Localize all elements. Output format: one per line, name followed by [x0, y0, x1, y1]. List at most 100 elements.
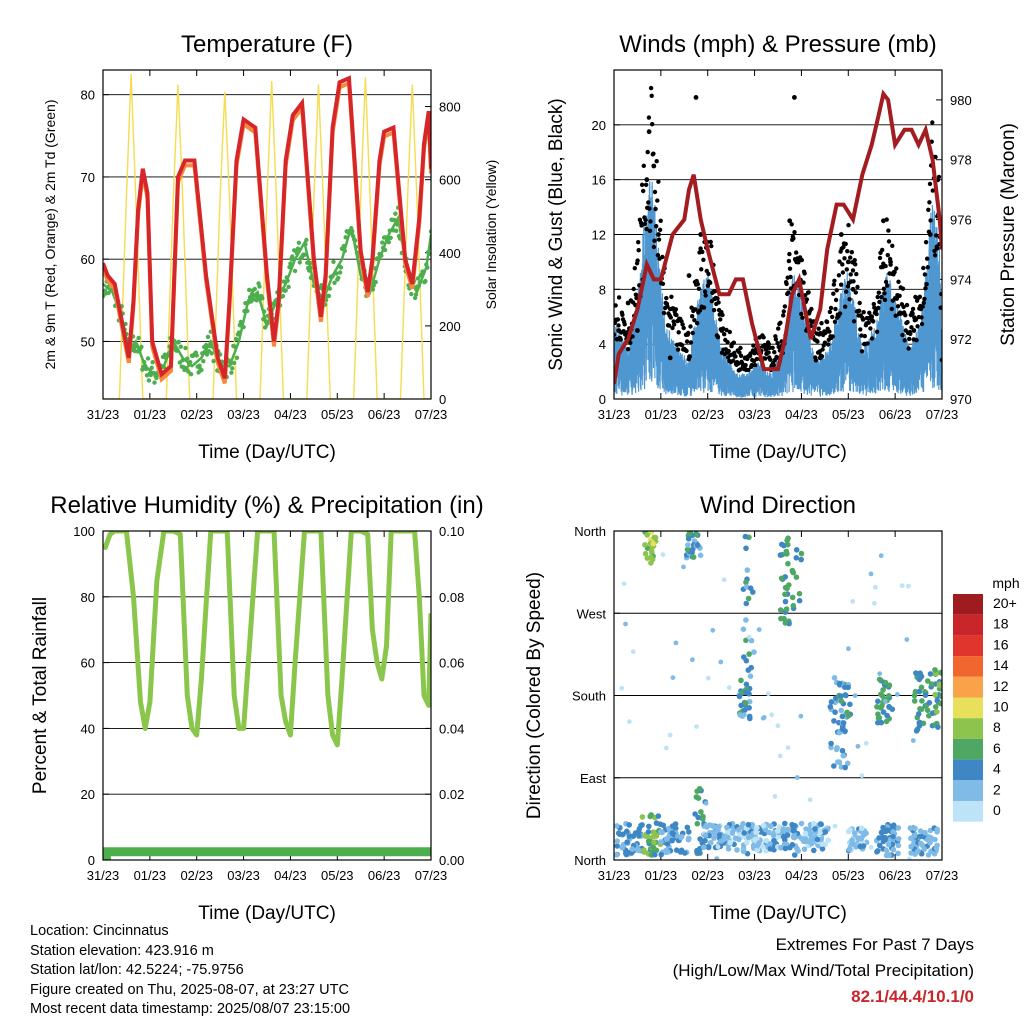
dewpoint-point: [395, 222, 400, 227]
direction-point: [789, 821, 795, 828]
dewpoint-point: [352, 238, 358, 243]
dewpoint-point: [136, 335, 141, 341]
direction-point: [928, 681, 935, 687]
gust-point: [643, 217, 648, 223]
gust-point: [871, 319, 876, 324]
gust-point: [720, 312, 725, 318]
dewpoint-point: [241, 324, 246, 330]
gust-point: [789, 222, 794, 227]
chart-winds: Winds (mph) & Pressure (mb) Time (Day/UTC…: [546, 31, 1019, 463]
dewpoint-point: [228, 361, 233, 366]
gust-point: [676, 330, 681, 335]
gust-point: [859, 333, 864, 338]
direction-point: [740, 626, 747, 632]
direction-point: [644, 532, 650, 538]
direction-point: [906, 583, 911, 589]
x-tick-label: 02/23: [180, 868, 213, 883]
plot-border: [613, 69, 943, 400]
gust-point: [921, 265, 926, 271]
gust-point: [743, 363, 748, 368]
dewpoint-point: [415, 276, 421, 281]
direction-point: [627, 719, 632, 725]
gust-point: [737, 367, 743, 372]
gust-point: [772, 350, 777, 355]
direction-point: [917, 670, 923, 676]
direction-point: [798, 556, 804, 563]
gust-point: [794, 250, 799, 255]
direction-point: [771, 837, 777, 844]
direction-point: [786, 582, 792, 588]
gust-point: [684, 348, 689, 354]
gust-point: [927, 200, 932, 205]
direction-point: [645, 838, 652, 845]
direction-point: [748, 637, 755, 644]
direction-point: [831, 763, 837, 769]
gust-point: [786, 290, 791, 295]
direction-point: [760, 822, 767, 829]
y-tick-label: 0: [88, 853, 95, 868]
dewpoint-point: [262, 309, 267, 314]
direction-point: [653, 820, 660, 826]
dewpoint-point: [197, 363, 202, 368]
direction-point: [738, 677, 744, 684]
gust-point: [718, 317, 723, 322]
direction-point: [711, 824, 717, 830]
dewpoint-point: [234, 355, 240, 360]
direction-point: [890, 822, 897, 828]
gust-point: [848, 272, 853, 277]
direction-point: [859, 773, 865, 779]
gust-point: [616, 328, 622, 333]
direction-point: [806, 838, 812, 844]
gust-point: [860, 317, 866, 322]
gust-point: [658, 218, 663, 223]
gust-point: [636, 240, 641, 245]
gust-point: [871, 301, 876, 307]
gust-point: [674, 312, 679, 318]
gust-point: [725, 340, 730, 345]
gust-point: [639, 182, 645, 187]
gust-point: [880, 247, 885, 253]
direction-point: [798, 713, 804, 719]
y-tick-label: 60: [81, 252, 95, 267]
y-right-axis-label: Station Pressure (Maroon): [998, 123, 1019, 346]
direction-point: [658, 839, 664, 845]
gust-point: [655, 198, 660, 203]
direction-point: [673, 640, 679, 646]
direction-point: [619, 844, 626, 851]
direction-point: [839, 713, 846, 720]
direction-point: [876, 676, 883, 683]
direction-point: [685, 536, 692, 542]
gust-point: [681, 325, 686, 331]
direction-point: [614, 852, 620, 858]
gust-point: [901, 304, 906, 310]
x-tick-label: 06/23: [879, 407, 912, 422]
gust-point: [839, 282, 844, 287]
direction-point: [742, 700, 749, 706]
gust-point: [641, 188, 646, 194]
gust-point: [733, 354, 738, 359]
dewpoint-point: [327, 286, 332, 291]
direction-point: [789, 841, 796, 848]
direction-point: [934, 709, 940, 715]
chart-title: Wind Direction: [700, 492, 856, 519]
dewpoint-point: [294, 251, 300, 256]
gust-point: [794, 259, 800, 265]
direction-point: [636, 833, 642, 839]
gust-point: [639, 223, 644, 228]
gust-point: [648, 85, 654, 91]
gust-point: [656, 237, 662, 242]
plot-border: [102, 530, 432, 861]
direction-point: [852, 693, 858, 698]
x-tick-label: 01/23: [645, 407, 678, 422]
gust-point: [653, 206, 658, 212]
direction-point: [885, 841, 892, 848]
gust-point: [708, 280, 713, 285]
direction-point: [780, 833, 787, 840]
chart-title: Temperature (F): [181, 31, 353, 58]
gust-point: [845, 284, 851, 289]
gust-point: [819, 321, 824, 326]
sonic-wind-line: [614, 181, 942, 398]
direction-point: [884, 712, 890, 719]
gust-point: [800, 315, 805, 320]
direction-point: [838, 707, 844, 714]
